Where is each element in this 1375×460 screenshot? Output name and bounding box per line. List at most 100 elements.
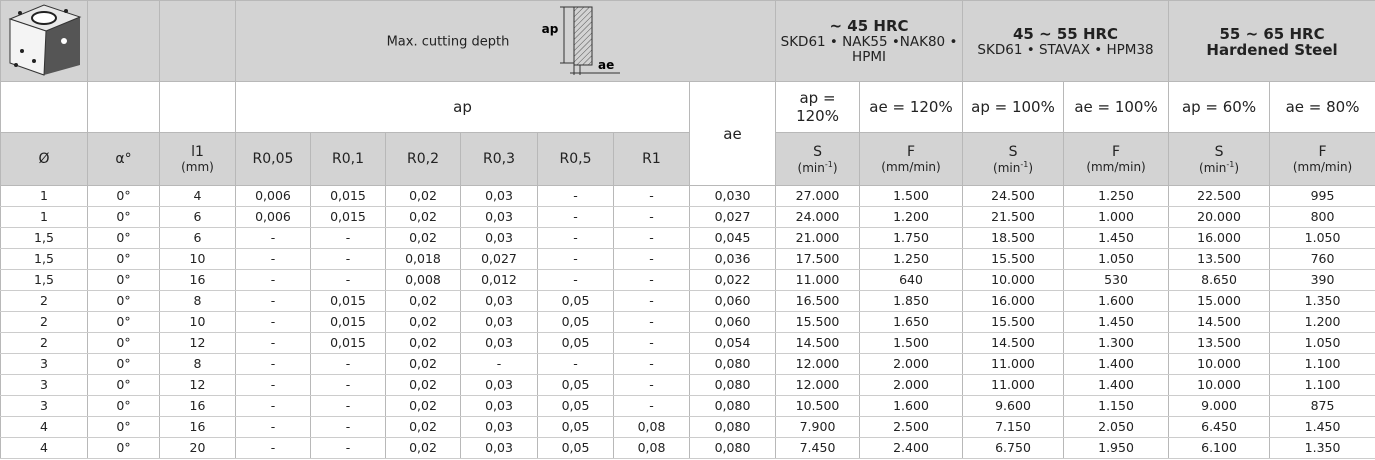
data-cell: 1.400 [1063,374,1170,396]
data-cell: 10 [159,311,236,333]
param-label: ae = 80% [1269,81,1375,133]
data-cell: - [613,353,690,375]
data-cell: 875 [1269,395,1375,417]
data-cell: 1.450 [1063,227,1170,249]
data-cell: 2.000 [859,353,964,375]
data-cell: 2 [0,290,88,312]
data-cell: 1.050 [1269,332,1375,354]
data-cell: 16 [159,395,236,417]
data-cell: 1,5 [0,248,88,270]
data-cell: - [235,227,311,249]
data-row: 2 0° 12-0,015 0,02 0,03 0,05-0,054 14.500 1.500… [0,332,1375,354]
data-cell: 1.000 [1063,206,1170,228]
data-cell: - [613,206,690,228]
data-cell: 0,022 [688,269,777,291]
data-cell: 0,015 [310,290,386,312]
data-cell: 0,08 [613,416,690,438]
data-cell: 21.500 [962,206,1065,228]
data-cell: 24.000 [775,206,861,228]
column-header: F (mm/min) [1269,132,1375,186]
data-cell: 0,02 [385,206,461,228]
data-cell: 10.000 [962,269,1065,291]
data-cell: 11.000 [775,269,861,291]
data-cell: 760 [1269,248,1375,270]
data-cell: 0,03 [460,290,538,312]
data-cell: 0° [87,437,160,459]
empty-cell [0,81,88,133]
data-cell: 4 [0,437,88,459]
data-cell: - [235,437,311,459]
empty-cell [159,0,236,82]
data-cell: 0° [87,311,160,333]
data-cell: 27.000 [775,185,861,207]
empty-cell [87,81,160,133]
data-cell: 8 [159,290,236,312]
data-row: 1,5 0° 16- -0,008 0,012- -0,022 11.000 640 10.00… [0,269,1375,291]
data-cell: - [235,395,311,417]
data-cell: - [537,269,614,291]
data-cell: 0° [87,395,160,417]
column-label: F [1111,144,1121,160]
data-cell: 0,02 [385,185,461,207]
data-cell: 0,02 [385,416,461,438]
data-cell: 1.400 [1063,353,1170,375]
data-cell: - [613,185,690,207]
data-cell: 6.100 [1168,437,1271,459]
data-cell: 1.600 [859,395,964,417]
data-cell: - [235,248,311,270]
column-unit: (min-1) [1170,160,1269,175]
data-cell: - [235,269,311,291]
data-cell: 0,015 [310,332,386,354]
data-cell: 15.500 [962,248,1065,270]
column-header: S (min-1) [962,132,1065,186]
column-header: Ø [0,132,88,186]
data-cell: 0,012 [460,269,538,291]
data-row: 4 0° 16- -0,02 0,03 0,05 0,08 0,080 7.900 2.500 7.… [0,416,1375,438]
column-header: S (min-1) [775,132,861,186]
tool-icon [8,4,82,76]
data-cell: 0,02 [385,332,461,354]
data-cell: - [310,437,386,459]
data-cell: - [235,290,311,312]
data-cell: - [537,248,614,270]
data-cell: 0,02 [385,353,461,375]
data-cell: 13.500 [1168,332,1271,354]
hrc-label: 45 ~ 55 HRC [1012,24,1119,43]
data-cell: - [613,248,690,270]
param-row: ap ae ap = 120% ae = 120% ap = 100% ae = 10… [0,81,1375,186]
data-cell: 10.000 [1168,374,1271,396]
data-cell: - [460,353,538,375]
data-cell: 0,05 [537,395,614,417]
column-unit: (mm/min) [861,160,962,174]
data-cell: 0° [87,353,160,375]
icon-cell [0,0,88,82]
data-cell: 7.900 [775,416,861,438]
data-cell: - [613,374,690,396]
data-cell: 0,054 [688,332,777,354]
column-label: S [1008,143,1018,160]
data-cell: 995 [1269,185,1375,207]
column-label: S [813,143,822,160]
data-cell: 2.050 [1063,416,1170,438]
data-cell: 24.500 [962,185,1065,207]
data-cell: - [310,353,386,375]
data-cell: 530 [1063,269,1170,291]
data-cell: 0,03 [460,416,538,438]
column-header: F (mm/min) [1063,132,1170,186]
data-cell: - [235,311,311,333]
data-cell: 1 [0,185,88,207]
unit-sup: -1 [824,159,833,169]
data-cell: 8 [159,353,236,375]
data-row: 2 0° 8-0,015 0,02 0,03 0,05-0,060 16.500 1.850 1… [0,290,1375,312]
column-header: F (mm/min) [859,132,964,186]
data-cell: 1.150 [1063,395,1170,417]
data-cell: 4 [159,185,236,207]
column-header: R0,05 [235,132,311,186]
data-cell: 0,02 [385,437,461,459]
data-cell: 0,080 [688,437,777,459]
data-cell: 0,006 [235,185,311,207]
data-cell: 20.000 [1168,206,1271,228]
data-cell: 0° [87,206,160,228]
